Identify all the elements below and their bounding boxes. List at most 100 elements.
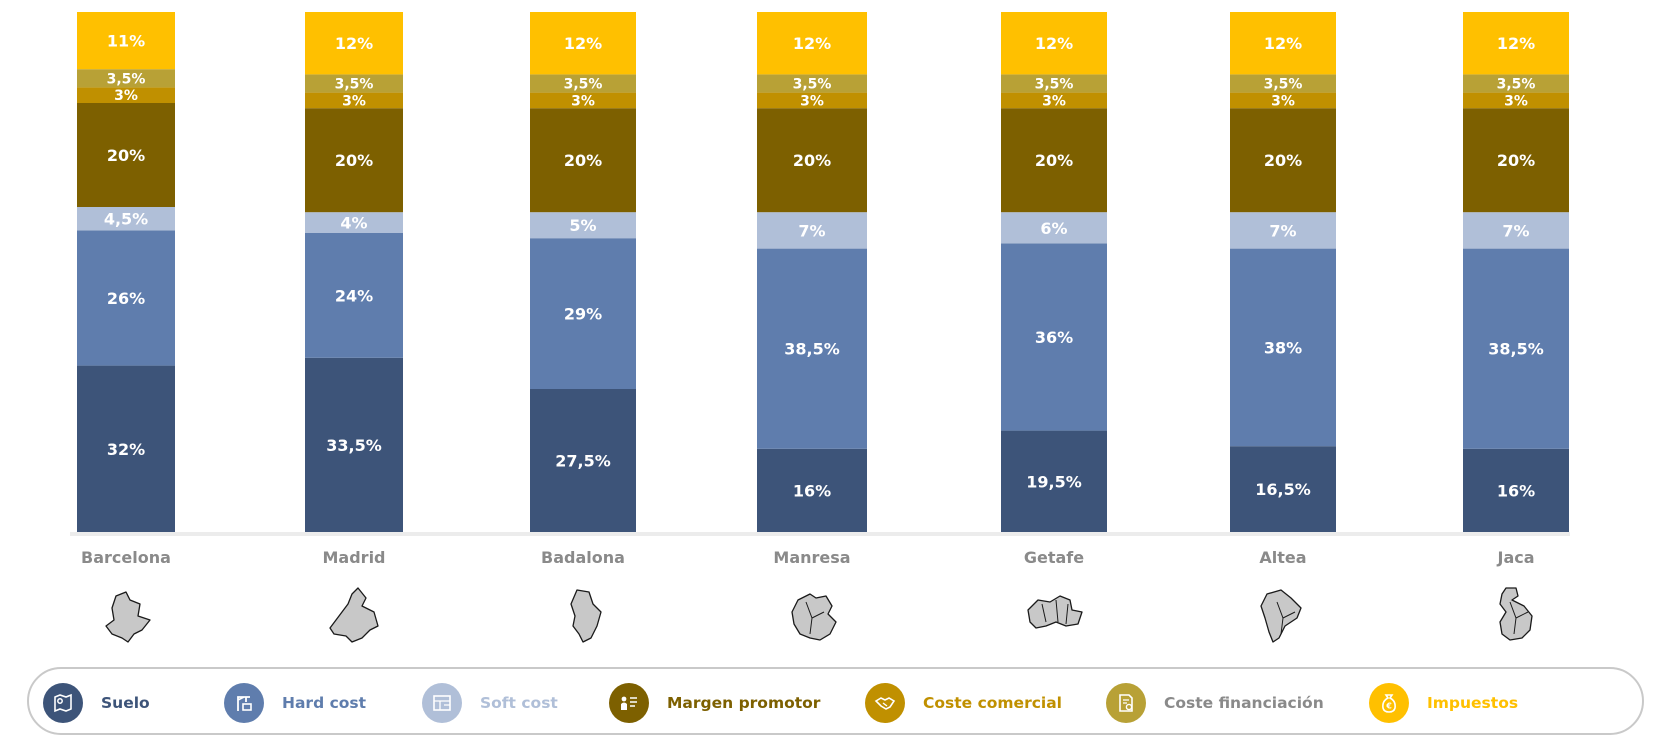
finance-document-icon bbox=[1106, 683, 1146, 723]
data-label: 4% bbox=[340, 214, 367, 233]
data-label: 16% bbox=[1497, 481, 1535, 500]
bar-segment bbox=[77, 12, 175, 70]
legend-label: Hard cost bbox=[282, 694, 367, 712]
legend-item-coste-comercial: Coste comercial bbox=[865, 681, 1062, 725]
data-label: 38% bbox=[1264, 338, 1302, 357]
bar-segment bbox=[1001, 430, 1107, 532]
data-label: 38,5% bbox=[784, 340, 840, 359]
bar-segment bbox=[77, 207, 175, 231]
data-label: 11% bbox=[107, 32, 145, 51]
legend-item-coste-financiacion: Coste financiación bbox=[1106, 681, 1324, 725]
city-map-icon bbox=[791, 593, 837, 641]
map-pin-icon bbox=[43, 683, 83, 723]
data-label: 38,5% bbox=[1488, 340, 1544, 359]
data-label: 12% bbox=[793, 34, 831, 53]
crane-icon bbox=[224, 683, 264, 723]
legend-label: Soft cost bbox=[480, 694, 558, 712]
bar-segment bbox=[1001, 212, 1107, 244]
bar-segment bbox=[77, 365, 175, 532]
data-label: 3% bbox=[1042, 93, 1066, 109]
bar-segment bbox=[1230, 92, 1336, 109]
bar-segment bbox=[305, 92, 403, 109]
bar-segment bbox=[1463, 248, 1569, 449]
bar-segment bbox=[757, 108, 867, 213]
data-label: 3,5% bbox=[564, 77, 603, 93]
data-label: 19,5% bbox=[1026, 472, 1082, 491]
bar-segment bbox=[1463, 108, 1569, 213]
city-map-icon bbox=[570, 589, 602, 643]
data-label: 20% bbox=[793, 151, 831, 170]
legend-label: Suelo bbox=[101, 694, 150, 712]
data-label: 3% bbox=[114, 88, 138, 104]
bar-segment bbox=[757, 448, 867, 532]
category-label: Madrid bbox=[322, 548, 386, 567]
data-label: 3,5% bbox=[793, 77, 832, 93]
city-map-icon bbox=[105, 591, 151, 643]
bar-segment bbox=[530, 92, 636, 109]
data-label: 12% bbox=[564, 34, 602, 53]
data-label: 20% bbox=[1497, 151, 1535, 170]
data-label: 3,5% bbox=[1035, 77, 1074, 93]
city-map-icon bbox=[1499, 587, 1533, 641]
bar-segment bbox=[1230, 446, 1336, 532]
data-label: 6% bbox=[1040, 219, 1067, 238]
legend-item-margen-promotor: Margen promotor bbox=[609, 681, 820, 725]
data-label: 3,5% bbox=[1497, 77, 1536, 93]
category-label: Barcelona bbox=[81, 548, 171, 567]
data-label: 20% bbox=[335, 151, 373, 170]
data-label: 7% bbox=[1502, 221, 1529, 240]
euro-bag-icon: € bbox=[1369, 683, 1409, 723]
bar-segment bbox=[1230, 12, 1336, 75]
bar-segment bbox=[1463, 92, 1569, 109]
bar-segment bbox=[757, 248, 867, 449]
bar-segment bbox=[757, 212, 867, 249]
legend-label: Impuestos bbox=[1427, 694, 1519, 712]
bar-segment bbox=[530, 108, 636, 213]
bar-segment bbox=[1001, 92, 1107, 109]
legend-item-soft-cost: Soft cost bbox=[422, 681, 558, 725]
data-label: 3,5% bbox=[1264, 77, 1303, 93]
chart-baseline bbox=[70, 532, 1570, 536]
bar-segment bbox=[530, 238, 636, 389]
bar-segment bbox=[77, 69, 175, 88]
bar-segment bbox=[530, 212, 636, 239]
legend-item-impuestos: € Impuestos bbox=[1369, 681, 1518, 725]
bar-segment bbox=[1001, 12, 1107, 75]
legend-item-hard-cost: Hard cost bbox=[224, 681, 366, 725]
bar-segment bbox=[1463, 448, 1569, 532]
data-label: 3% bbox=[1271, 93, 1295, 109]
bar-segment bbox=[757, 12, 867, 75]
data-label: 12% bbox=[1264, 34, 1302, 53]
data-label: 4,5% bbox=[104, 210, 148, 229]
bar-segment bbox=[1230, 212, 1336, 249]
bar-segment bbox=[757, 92, 867, 109]
data-label: 12% bbox=[335, 34, 373, 53]
bar-segment bbox=[1463, 74, 1569, 93]
bar-segment bbox=[1230, 74, 1336, 93]
data-label: 3,5% bbox=[107, 71, 146, 87]
bar-segment bbox=[530, 389, 636, 532]
data-label: 3% bbox=[571, 93, 595, 109]
bar-segment bbox=[305, 233, 403, 358]
bar-segment bbox=[1463, 12, 1569, 75]
city-map-icon bbox=[1027, 595, 1083, 629]
data-label: 20% bbox=[107, 146, 145, 165]
bar-segment bbox=[1001, 108, 1107, 213]
svg-text:€: € bbox=[1385, 702, 1392, 711]
data-label: 7% bbox=[798, 221, 825, 240]
bar-segment bbox=[757, 74, 867, 93]
bar-segment bbox=[305, 12, 403, 75]
bar-segment bbox=[1463, 212, 1569, 249]
bar-segment bbox=[305, 212, 403, 233]
bar-segment bbox=[1230, 108, 1336, 213]
data-label: 27,5% bbox=[555, 452, 611, 471]
data-label: 5% bbox=[569, 216, 596, 235]
data-label: 20% bbox=[564, 151, 602, 170]
bar-segment bbox=[530, 12, 636, 75]
bar-segment bbox=[77, 103, 175, 207]
data-label: 16,5% bbox=[1255, 480, 1311, 499]
bar-segment bbox=[1230, 248, 1336, 447]
bar-segment bbox=[305, 74, 403, 93]
data-label: 32% bbox=[107, 440, 145, 459]
category-label: Getafe bbox=[1023, 548, 1085, 567]
